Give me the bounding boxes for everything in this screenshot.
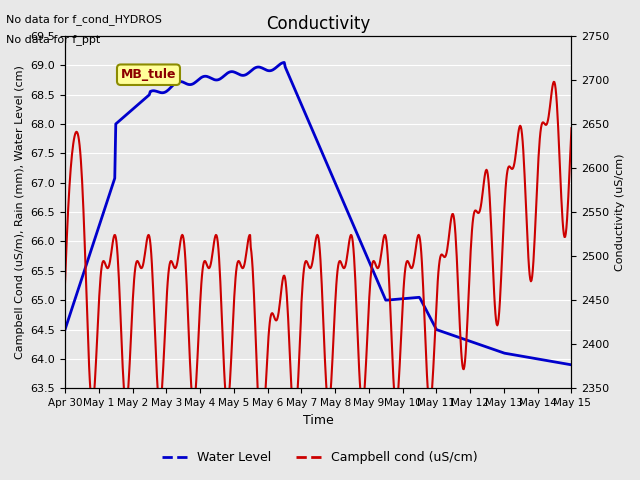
Title: Conductivity: Conductivity: [266, 15, 371, 33]
Text: MB_tule: MB_tule: [121, 68, 176, 81]
Line: Campbell cond (uS/cm): Campbell cond (uS/cm): [65, 82, 572, 437]
Campbell cond (uS/cm): [356, 378, 364, 384]
Campbell cond (uS/cm): [568, 125, 575, 131]
Campbell cond (uS/cm): [550, 79, 557, 84]
Water Level: [306, 121, 314, 127]
Water Level: [303, 114, 310, 120]
Text: No data for f_cond_HYDROS: No data for f_cond_HYDROS: [6, 14, 163, 25]
Campbell cond (uS/cm): [498, 261, 506, 267]
Campbell cond (uS/cm): [446, 226, 454, 232]
Y-axis label: Campbell Cond (uS/m), Rain (mm), Water Level (cm): Campbell Cond (uS/m), Rain (mm), Water L…: [15, 65, 25, 359]
Campbell cond (uS/cm): [385, 262, 392, 268]
Campbell cond (uS/cm): [92, 357, 100, 363]
Water Level: [280, 60, 288, 65]
Campbell cond (uS/cm): [369, 259, 377, 264]
Text: No data for f_ppt: No data for f_ppt: [6, 34, 100, 45]
X-axis label: Time: Time: [303, 414, 333, 427]
Line: Water Level: Water Level: [65, 62, 572, 365]
Campbell cond (uS/cm): [61, 280, 69, 286]
Y-axis label: Conductivity (uS/cm): Conductivity (uS/cm): [615, 154, 625, 271]
Legend: Water Level, Campbell cond (uS/cm): Water Level, Campbell cond (uS/cm): [157, 446, 483, 469]
Water Level: [556, 360, 564, 366]
Water Level: [336, 192, 344, 197]
Campbell cond (uS/cm): [258, 434, 266, 440]
Water Level: [568, 362, 575, 368]
Water Level: [364, 255, 371, 261]
Water Level: [477, 342, 485, 348]
Water Level: [61, 327, 69, 333]
